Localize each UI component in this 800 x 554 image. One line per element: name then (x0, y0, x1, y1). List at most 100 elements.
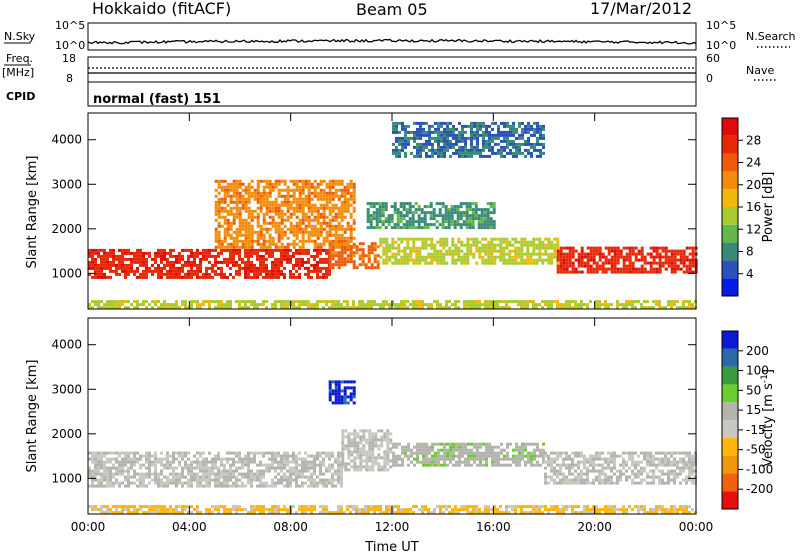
heatmap-cell (565, 478, 568, 482)
heatmap-cell (506, 136, 509, 140)
colorbar-block (722, 171, 738, 190)
heatmap-cell (458, 121, 461, 125)
heatmap-cell (310, 303, 313, 307)
heatmap-cell (307, 272, 310, 276)
heatmap-cell (439, 261, 443, 265)
heatmap-cell (304, 457, 307, 461)
heatmap-cell (154, 478, 157, 482)
heatmap-cell (456, 220, 460, 224)
heatmap-cell (328, 242, 332, 246)
heatmap-cell (157, 457, 160, 461)
heatmap-cell (349, 215, 353, 219)
heatmap-cell (410, 151, 413, 155)
heatmap-cell (247, 475, 250, 479)
heatmap-cell (364, 306, 367, 310)
heatmap-cell (127, 266, 130, 270)
heatmap-cell (403, 252, 407, 256)
heatmap-cell (226, 478, 229, 482)
heatmap-cell (489, 217, 493, 221)
heatmap-cell (451, 252, 455, 256)
heatmap-cell (298, 191, 302, 195)
heatmap-cell (550, 255, 554, 259)
heatmap-cell (505, 306, 508, 310)
heatmap-cell (169, 466, 172, 470)
heatmap-cell (571, 472, 574, 476)
heatmap-cell (232, 215, 236, 219)
heatmap-cell (262, 484, 265, 488)
heatmap-cell (447, 226, 451, 230)
heatmap-cell (542, 448, 545, 452)
heatmap-cell (344, 447, 348, 451)
heatmap-cell (250, 209, 254, 213)
heatmap-cell (509, 463, 512, 467)
heatmap-cell (451, 240, 455, 244)
heatmap-cell (214, 200, 218, 204)
heatmap-cell (550, 300, 553, 304)
heatmap-cell (418, 300, 421, 304)
heatmap-cell (103, 306, 106, 310)
heatmap-cell (229, 260, 232, 264)
heatmap-cell (154, 254, 157, 258)
heatmap-cell (262, 254, 265, 258)
heatmap-cell (485, 454, 488, 458)
heatmap-cell (404, 145, 407, 149)
heatmap-cell (256, 188, 260, 192)
heatmap-cell (178, 475, 181, 479)
heatmap-cell (466, 237, 470, 241)
heatmap-cell (407, 130, 410, 134)
heatmap-cell (325, 269, 328, 273)
heatmap-cell (142, 481, 145, 485)
heatmap-cell (472, 255, 476, 259)
heatmap-cell (509, 124, 512, 128)
heatmap-cell (271, 224, 275, 228)
heatmap-cell (400, 306, 403, 310)
heatmap-cell (361, 303, 364, 307)
heatmap-cell (467, 463, 470, 467)
heatmap-cell (247, 269, 250, 273)
heatmap-cell (530, 145, 533, 149)
heatmap-cell (202, 472, 205, 476)
heatmap-cell (301, 484, 304, 488)
heatmap-cell (488, 451, 491, 455)
heatmap-cell (533, 145, 536, 149)
heatmap-cell (94, 478, 97, 482)
heatmap-cell (482, 145, 485, 149)
heatmap-cell (163, 484, 166, 488)
heatmap-cell (307, 248, 310, 252)
heatmap-cell (536, 130, 539, 134)
heatmap-cell (640, 472, 643, 476)
heatmap-cell (544, 252, 548, 256)
heatmap-cell (124, 251, 127, 255)
heatmap-cell (223, 472, 226, 476)
heatmap-cell (133, 451, 136, 455)
heatmap-cell (655, 249, 659, 253)
heatmap-cell (658, 258, 662, 262)
heatmap-cell (190, 303, 193, 307)
heatmap-cell (476, 124, 479, 128)
heatmap-cell (283, 472, 286, 476)
heatmap-cell (607, 267, 611, 271)
heatmap-cell (398, 457, 401, 461)
heatmap-cell (476, 451, 479, 455)
heatmap-cell (470, 121, 473, 125)
heatmap-cell (280, 272, 283, 276)
heatmap-cell (97, 454, 100, 458)
heatmap-cell (634, 255, 638, 259)
heatmap-cell (184, 272, 187, 276)
heatmap-cell (304, 200, 308, 204)
heatmap-cell (359, 456, 363, 460)
heatmap-cell (377, 438, 381, 442)
heatmap-cell (208, 303, 211, 307)
heatmap-cell (577, 463, 580, 467)
heatmap-cell (244, 254, 247, 258)
heatmap-cell (652, 267, 656, 271)
heatmap-cell (535, 303, 538, 307)
heatmap-cell (402, 217, 406, 221)
heatmap-cell (473, 148, 476, 152)
heatmap-cell (277, 272, 280, 276)
heatmap-cell (413, 445, 416, 449)
heatmap-cell (322, 227, 326, 231)
heatmap-cell (214, 457, 217, 461)
heatmap-cell (193, 263, 196, 267)
